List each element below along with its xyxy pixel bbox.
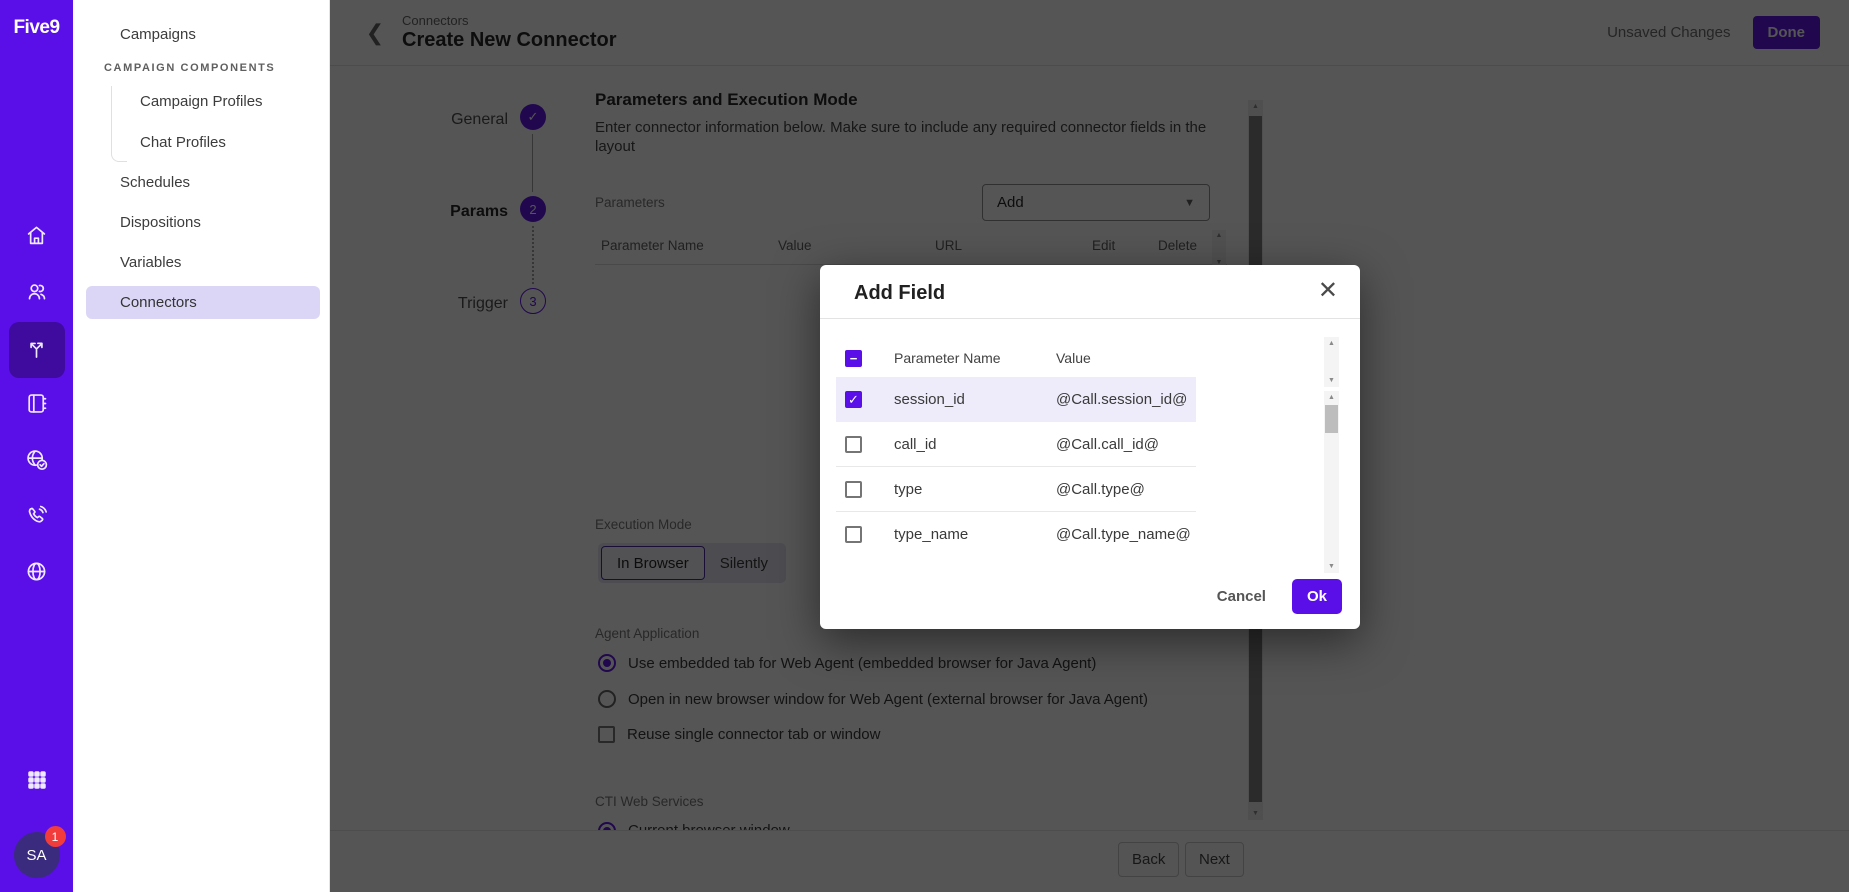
apps-grid-icon: [25, 768, 49, 797]
scrollbar-thumb[interactable]: [1325, 405, 1338, 433]
sidebar-item-connectors[interactable]: Connectors: [86, 286, 320, 319]
field-value: @Call.session_id@: [1056, 391, 1188, 408]
dialog-list-scrollbar[interactable]: ▲ ▼: [1324, 391, 1339, 573]
sidebar-item-campaigns[interactable]: Campaigns: [120, 26, 196, 43]
dialog-table-header: − Parameter Name Value: [836, 343, 1196, 373]
checkbox-unchecked-icon[interactable]: [845, 526, 862, 543]
checkbox-unchecked-icon[interactable]: [845, 480, 862, 498]
dialog-divider: [820, 318, 1360, 319]
icon-rail: Five9 SA 1: [0, 0, 73, 892]
checkbox-checked-icon[interactable]: ✓: [845, 391, 862, 408]
five9-logo: Five9: [13, 17, 60, 38]
sidebar-section-label: CAMPAIGN COMPONENTS: [104, 62, 276, 74]
globe-nav-button[interactable]: [9, 546, 65, 602]
user-avatar[interactable]: SA 1: [13, 826, 66, 878]
users-nav-button[interactable]: [9, 266, 65, 322]
globe-icon: [23, 558, 50, 590]
tree-connector-line: [111, 86, 127, 162]
dialog-col-parameter-name: Parameter Name: [894, 350, 1001, 366]
sidebar-item-variables[interactable]: Variables: [120, 254, 182, 271]
dialog-body-scrollbar[interactable]: ▲ ▼: [1324, 337, 1339, 387]
journal-nav-button[interactable]: [9, 378, 65, 434]
home-nav-button[interactable]: [9, 210, 65, 266]
journal-icon: [23, 390, 50, 422]
avatar-initials: SA: [26, 846, 47, 864]
users-icon: [23, 278, 50, 310]
add-field-dialog: Add Field ✕ − Parameter Name Value ✓ ses…: [820, 265, 1360, 629]
sidebar-item-schedules[interactable]: Schedules: [120, 174, 191, 191]
field-name: session_id: [894, 391, 965, 408]
field-row-type[interactable]: type @Call.type@: [836, 467, 1196, 512]
scroll-down-icon: ▼: [1328, 563, 1335, 570]
field-value: @Call.type@: [1056, 480, 1145, 498]
field-name: type_name: [894, 526, 969, 543]
field-row-call-id[interactable]: call_id @Call.call_id@: [836, 422, 1196, 467]
scroll-down-icon: ▼: [1328, 377, 1335, 384]
field-name: type: [894, 480, 923, 498]
home-icon: [23, 222, 50, 254]
field-row-session-id[interactable]: ✓ session_id @Call.session_id@: [836, 377, 1196, 422]
scroll-up-icon: ▲: [1328, 340, 1335, 347]
field-row-type-name[interactable]: type_name @Call.type_name@: [836, 512, 1196, 557]
phone-icon: [23, 502, 50, 534]
close-icon[interactable]: ✕: [1317, 277, 1338, 304]
dialog-col-value: Value: [1056, 350, 1091, 366]
field-value: @Call.type_name@: [1056, 526, 1191, 543]
scroll-up-icon: ▲: [1328, 394, 1335, 401]
dialog-title: Add Field: [854, 282, 946, 304]
connectors-branch-icon: [23, 334, 50, 366]
sidebar-item-campaign-profiles[interactable]: Campaign Profiles: [140, 93, 263, 110]
field-value: @Call.call_id@: [1056, 435, 1159, 453]
dialog-field-list: ✓ session_id @Call.session_id@ call_id @…: [836, 377, 1196, 557]
phone-nav-button[interactable]: [9, 490, 65, 546]
checkbox-unchecked-icon[interactable]: [845, 435, 862, 453]
notification-badge: 1: [44, 826, 66, 847]
sidebar: Campaigns CAMPAIGN COMPONENTS Campaign P…: [73, 0, 330, 892]
cancel-button[interactable]: Cancel: [1216, 588, 1266, 605]
apps-grid-button[interactable]: [9, 754, 65, 810]
field-name: call_id: [894, 435, 937, 453]
sidebar-item-chat-profiles[interactable]: Chat Profiles: [140, 134, 226, 151]
globe-check-nav-button[interactable]: [9, 434, 65, 490]
globe-check-icon: [23, 446, 50, 478]
connectors-nav-button[interactable]: [8, 322, 65, 378]
ok-button[interactable]: Ok: [1291, 579, 1342, 614]
select-all-checkbox-indeterminate[interactable]: −: [845, 349, 862, 367]
sidebar-item-dispositions[interactable]: Dispositions: [120, 214, 201, 231]
